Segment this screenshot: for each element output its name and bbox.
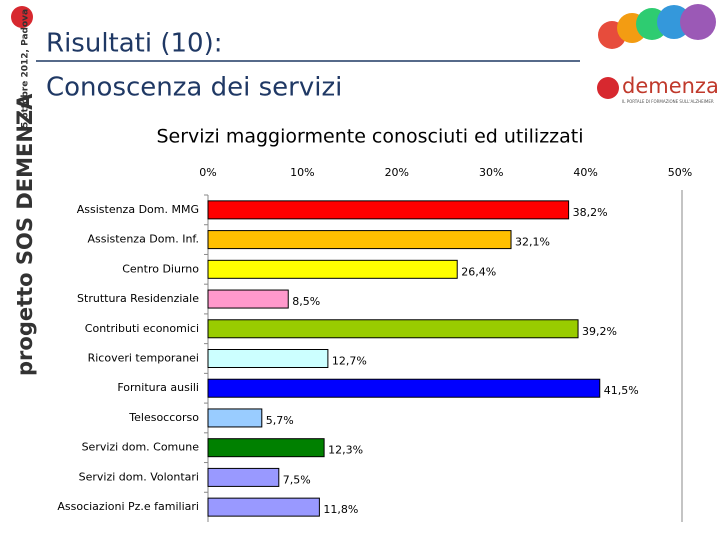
y-tick-label: Ricoveri temporanei [88,352,199,365]
data-label: 12,3% [328,444,363,457]
bar [207,349,329,368]
title-line1: Risultati (10): [46,29,222,59]
data-label: 41,5% [604,384,639,397]
y-tick-label: Telesoccorso [128,411,199,424]
y-tick-label: Servizi dom. Volontari [79,470,199,483]
chart-title: Servizi maggiormente conosciuti ed utili… [156,126,583,148]
y-tick-label: Contributi economici [85,322,199,335]
title-line2: Conoscenza dei servizi [46,73,342,103]
side-date: 5 ottobre 2012, Padova [21,9,31,128]
x-tick-label: 20% [385,166,409,179]
logo-text: demenza [622,74,719,98]
side-text: progetto SOS DEMENZA [13,93,37,376]
data-label: 12,7% [332,355,367,368]
logo-icon [597,77,619,99]
bar [207,259,458,279]
x-tick-label: 50% [668,166,692,179]
y-tick-label: Assistenza Dom. MMG [77,203,199,216]
data-label: 11,8% [323,503,358,516]
logo: demenza IL PORTALE DI FORMAZIONE SULL'AL… [597,4,719,104]
data-label: 38,2% [573,206,608,219]
x-tick-label: 30% [479,166,503,179]
data-label: 26,4% [461,265,496,278]
data-label: 7,5% [283,473,311,486]
bar [207,289,289,309]
x-tick-label: 40% [573,166,597,179]
logo-subtitle: IL PORTALE DI FORMAZIONE SULL'ALZHEIMER [622,99,714,104]
bar [207,230,512,250]
logo-head [680,4,716,40]
data-label: 8,5% [292,295,320,308]
bar [207,408,263,428]
y-tick-label: Assistenza Dom. Inf. [87,233,199,246]
y-tick-label: Associazioni Pz.e familiari [57,500,199,513]
bar [207,378,601,398]
y-tick-label: Centro Diurno [122,262,199,275]
y-tick-label: Servizi dom. Comune [82,441,200,454]
x-tick-label: 0% [199,166,216,179]
data-label: 39,2% [582,325,617,338]
bar [207,467,280,487]
bar [207,438,325,458]
logo-icon [11,6,33,28]
data-label: 5,7% [266,414,294,427]
bar [207,497,320,517]
y-tick-label: Fornitura ausili [117,381,199,394]
data-label: 32,1% [515,236,550,249]
bar [207,200,570,220]
x-tick-label: 10% [290,166,314,179]
y-tick-label: Struttura Residenziale [77,292,199,305]
bar [207,319,579,339]
